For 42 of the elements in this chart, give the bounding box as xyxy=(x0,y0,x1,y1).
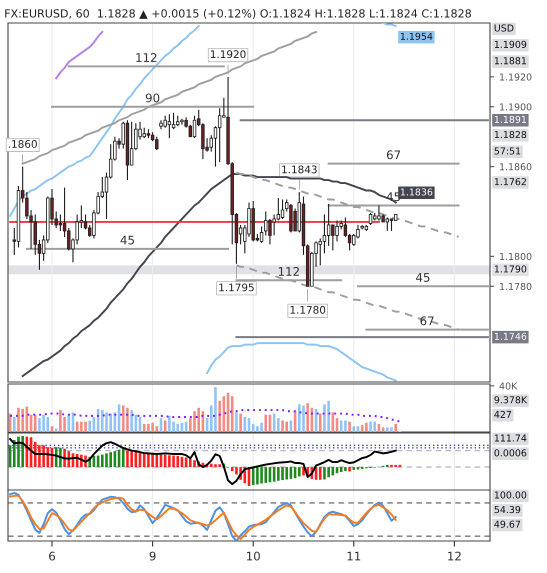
text: 0.0006 xyxy=(494,449,526,456)
y-tick-label: 1.1780 xyxy=(500,282,532,290)
text: 1.1780 xyxy=(290,306,326,314)
data-label: 1.1891 xyxy=(494,116,526,123)
text: 111.74 xyxy=(494,434,526,442)
series-label: 90 xyxy=(146,93,160,102)
y-tick-label: 1.1860 xyxy=(500,163,532,170)
data-label: 1.1746 xyxy=(494,332,526,340)
text: 100.00 xyxy=(494,491,526,499)
x-tick-label: 10 xyxy=(246,552,260,561)
text: 54.39 xyxy=(494,506,520,514)
series-label: 67 xyxy=(420,316,434,326)
text: 1.1828 xyxy=(494,131,526,138)
text: 1.1920 xyxy=(210,50,246,58)
text: 9.378K xyxy=(494,396,528,404)
x-tick-label: 6 xyxy=(49,552,56,561)
series-label: 45 xyxy=(416,273,430,282)
text: 1.1843 xyxy=(282,165,317,174)
text: .1860 xyxy=(8,140,37,148)
text: 1.1762 xyxy=(494,178,526,186)
text: USD xyxy=(494,24,514,32)
series-label: 112 xyxy=(278,266,299,276)
band-label: 1.1790 xyxy=(494,265,526,273)
x-tick-label: 11 xyxy=(348,552,360,560)
y-tick-label: 40K xyxy=(499,382,518,390)
series-label: 112 xyxy=(136,53,156,62)
text: 1.1909 xyxy=(494,40,526,48)
data-label: 1.1954 xyxy=(400,32,432,40)
series-label: 67 xyxy=(386,150,400,160)
x-tick-label: 12 xyxy=(448,552,461,560)
text: 1.1881 xyxy=(494,57,526,64)
y-tick-label: 1.1800 xyxy=(500,252,532,260)
text: 49.67 xyxy=(494,520,520,528)
chart-title: FX:EURUSD, 60 1.1828 ▲ +0.0015 (+0.12%) O:1.1824 H:1.1828 L:1.1824 C:1.1828 xyxy=(5,9,471,19)
text: 1.1795 xyxy=(219,283,254,292)
text: 427 xyxy=(494,410,512,418)
x-tick-label: 9 xyxy=(150,552,156,561)
text: 57:51 xyxy=(494,148,520,155)
series-label: 45 xyxy=(120,236,134,244)
y-tick-label: 1.1920 xyxy=(500,73,532,81)
data-label: 1.1836 xyxy=(400,188,432,196)
y-tick-label: 1.1900 xyxy=(500,103,532,110)
